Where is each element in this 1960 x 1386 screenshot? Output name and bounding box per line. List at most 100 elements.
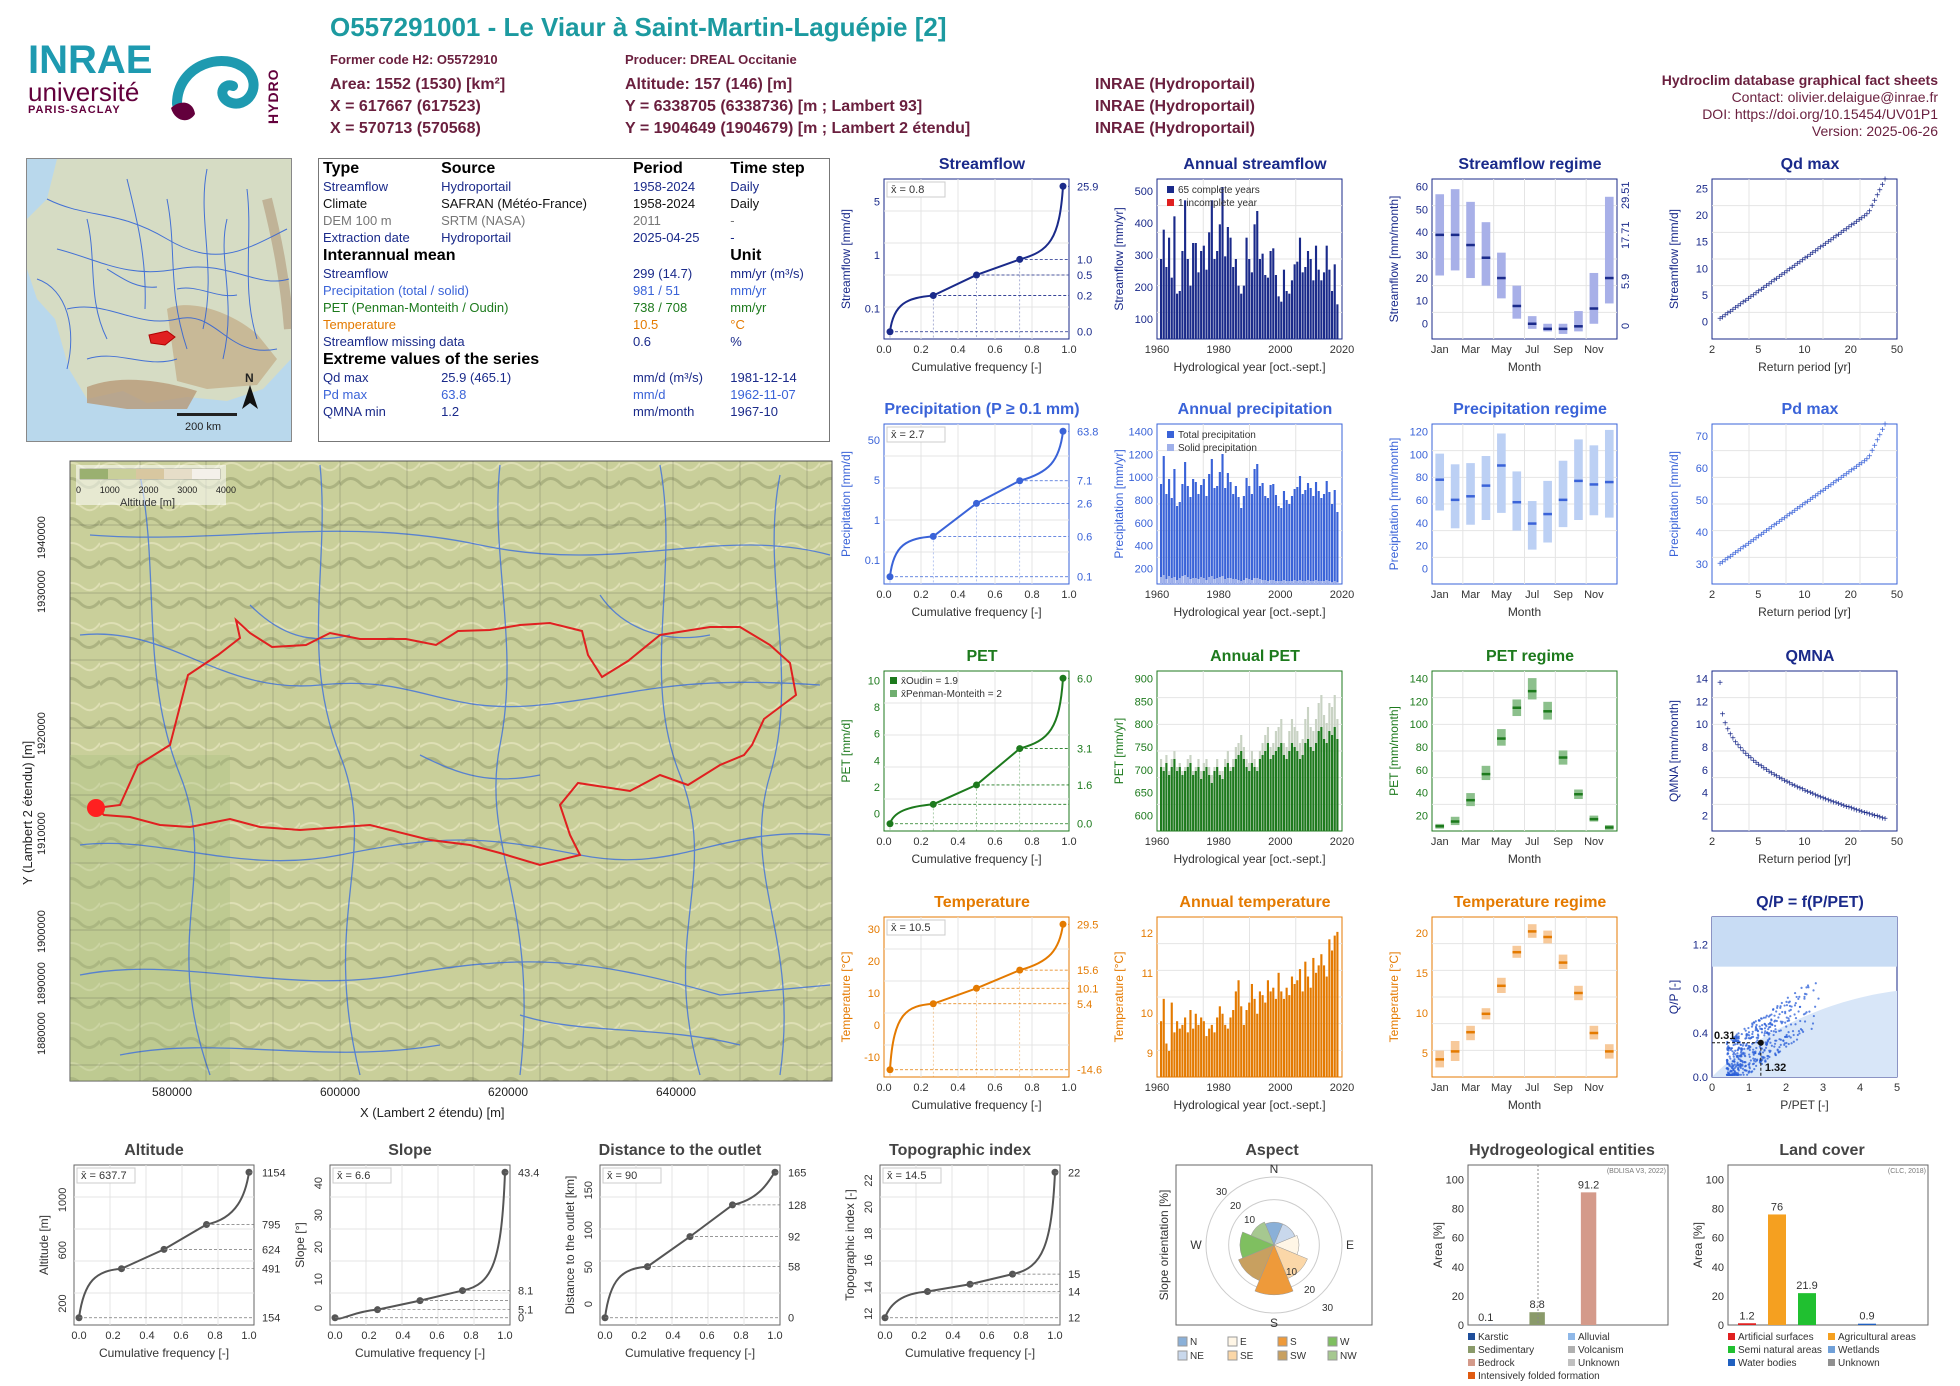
return-point: + [1789,508,1795,519]
bar [1328,492,1331,584]
right-tick-label: 14 [1068,1287,1080,1299]
y-tick-label: 120 [1410,426,1428,438]
aspect-ring-label: 30 [1216,1187,1228,1198]
x-tick-label: 2 [1709,589,1715,601]
qp-point [1798,1032,1801,1035]
y-tick-label: 50 [1416,204,1428,216]
right-tick-label: 0.1 [1077,572,1092,584]
credit-doi[interactable]: DOI: https://doi.org/10.15454/UV01P1 [1702,106,1938,122]
qp-point [1767,1033,1770,1036]
qp-point [1734,1053,1737,1056]
mean-label: x̄ = 2.7 [891,429,924,441]
return-point: + [1882,814,1888,825]
bar [1178,502,1181,584]
bar [1312,496,1315,584]
x-tick-label: 5 [1755,344,1761,356]
bar-solid [1285,581,1288,584]
qp-point [1786,996,1789,999]
y-axis-label: Distance to the outlet [km] [563,1176,577,1315]
qp-point [1774,1054,1777,1057]
qp-point [1764,1041,1767,1044]
return-point: + [1797,257,1803,268]
month-label: Jan [1431,589,1449,601]
bar [1282,269,1286,339]
map-x-tick: 600000 [320,1085,361,1099]
return-point: + [1833,798,1839,809]
box [1481,456,1491,520]
map-y-tick: 1880000 [36,1012,48,1055]
y-tick-label: 0 [874,809,880,821]
qp-point [1787,1042,1790,1046]
table-row: QMNA min 1.2 mm/month 1967-10 [319,403,829,420]
mean-box [886,426,946,443]
row-source: SAFRAN (Météo-France) [441,196,587,211]
mean-label: x̄ = 6.6 [337,1170,370,1182]
extreme-unit: mm/month [632,404,695,419]
qp-point [1739,1064,1742,1068]
former-code: Former code H2: O5572910 [330,52,498,67]
bar [1240,293,1243,339]
return-point: + [1794,504,1800,515]
bar [1258,486,1261,584]
y-tick-label: 40 [1416,518,1428,530]
source-1: INRAE (Hydroportail) [1095,76,1255,93]
right-tick-label: 0.0 [1077,819,1092,831]
y-tick-label: 12 [1696,696,1708,708]
qp-point [1740,1047,1743,1050]
return-point: + [1854,805,1860,816]
y-tick-label: 1 [874,515,880,527]
bar [1210,459,1213,584]
x-tick-label: 0.6 [987,344,1002,356]
credit-contact[interactable]: Contact: olivier.delaigue@inrae.fr [1731,89,1938,105]
qp-point [1812,989,1815,992]
box [1527,678,1537,700]
chart-annual_pet: Annual PET Hydrological year [oct.-sept.]… [1112,648,1354,866]
y-tick-label: 100 [1410,449,1428,461]
return-point: + [1872,811,1878,822]
plot-frame [73,1164,255,1326]
x-tick-label: 0.4 [950,1082,965,1094]
return-point: + [1722,718,1728,729]
right-tick-label: 3.1 [1077,744,1092,756]
bar [1162,998,1165,1077]
bar [1242,1024,1245,1077]
x-tick-label: 2000 [1268,1082,1292,1094]
y-tick-label: 600 [1135,518,1153,530]
return-point: + [1818,243,1824,254]
chart-streamflow_fdc: Streamflow Cumulative frequency [-] Stream… [839,156,1098,374]
qp-point [1811,1022,1815,1025]
qp-point [1776,1006,1779,1009]
chart-distance_fdc: Distance to the outlet 165 128 92 58 0 0.0 0.2 0… [563,1142,806,1360]
qp-point [1735,1033,1738,1036]
y-axis-label: Slope [°] [293,1222,307,1268]
return-point: + [1874,191,1880,202]
x-tick-label: 5 [1755,589,1761,601]
return-point: + [1766,279,1772,290]
return-point: + [1789,263,1795,274]
x-tick-label: 2 [1709,836,1715,848]
scale-bar-label: 200 km [185,421,222,433]
qp-point [1771,1008,1775,1011]
qp-point [1756,1039,1759,1042]
qp-point [1775,1010,1778,1013]
legend-swatch [890,677,897,684]
return-point: + [1763,765,1769,776]
qp-point [1765,1043,1768,1046]
return-point: + [1877,185,1883,196]
qp-point [1764,1060,1767,1063]
x-tick-label: 0 [1709,1082,1715,1094]
qp-point [1764,1030,1767,1033]
qp-point [1740,1055,1743,1058]
qp-point [1770,1044,1773,1047]
x-tick-label: 0.2 [913,344,928,356]
bar [1264,275,1267,339]
legend-swatch [1327,1336,1338,1347]
return-point: + [1756,287,1762,298]
bar [1298,237,1302,339]
return-point: + [1748,754,1754,765]
return-point: + [1792,506,1798,517]
x-tick-label: 1.0 [767,1330,782,1342]
x-tick-label: 0.0 [876,836,891,848]
month-label: Jan [1431,344,1449,356]
bar [1333,490,1336,584]
